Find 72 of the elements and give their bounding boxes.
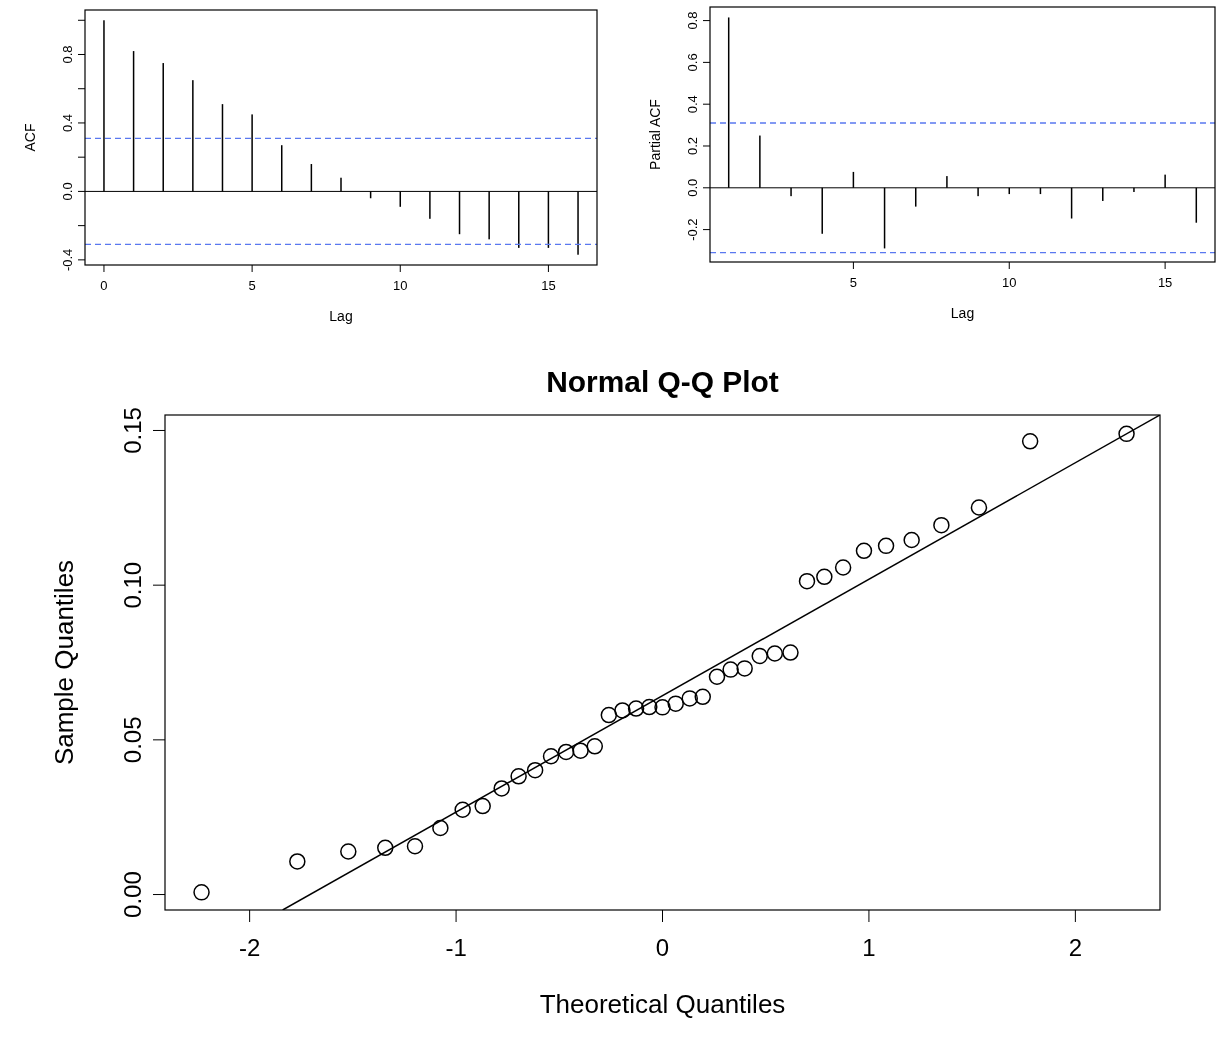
x-tick-label: 5 [248, 278, 256, 294]
point [816, 568, 833, 586]
y-tick-label: -0.2 [684, 218, 700, 241]
x-tick-label: -1 [445, 933, 467, 961]
x-tick-label: 10 [1002, 275, 1017, 291]
x-axis-title: Lag [950, 305, 975, 321]
point [855, 542, 873, 560]
x-tick-label: 15 [541, 278, 556, 294]
point [1021, 433, 1039, 450]
point [474, 797, 491, 815]
x-tick-label: 15 [1157, 275, 1173, 291]
point [526, 761, 544, 779]
point [193, 884, 210, 901]
point [933, 516, 950, 534]
point [340, 843, 357, 860]
y-axis-title: Partial ACF [647, 99, 664, 170]
y-tick-label: 0.10 [119, 561, 146, 609]
y-tick-label: 0.6 [684, 53, 700, 72]
point [877, 537, 895, 555]
point [903, 531, 920, 549]
x-tick-label: 10 [393, 278, 408, 294]
x-axis-title: Theoretical Quantiles [539, 988, 786, 1019]
point [708, 668, 726, 685]
point [510, 768, 527, 785]
point [614, 702, 631, 719]
point [432, 819, 449, 837]
point [542, 747, 560, 765]
point [751, 647, 768, 665]
point [736, 660, 753, 677]
point [627, 700, 645, 717]
point [667, 695, 684, 712]
x-tick-label: 1 [862, 933, 876, 961]
point [798, 572, 816, 590]
point [406, 838, 424, 855]
point [289, 853, 306, 870]
point [722, 661, 739, 678]
point [641, 698, 658, 716]
point [694, 688, 711, 706]
y-tick-label: 0.8 [59, 45, 75, 64]
y-tick-label: 0.0 [59, 182, 75, 201]
point [782, 644, 799, 661]
point [557, 743, 575, 761]
point [377, 839, 394, 857]
x-tick-label: 0 [100, 278, 108, 294]
y-axis-title: ACF [22, 123, 39, 152]
y-tick-label: 0.0 [684, 178, 700, 197]
x-axis-title: Lag [329, 308, 353, 324]
x-tick-label: 2 [1068, 933, 1083, 961]
x-tick-label: -2 [238, 933, 261, 961]
y-tick-label: 0.4 [684, 95, 700, 114]
point [572, 742, 589, 759]
point [1118, 425, 1135, 443]
chart-title: Normal Q-Q Plot [546, 364, 779, 398]
y-tick-label: 0.8 [684, 11, 700, 30]
y-tick-label: 0.2 [684, 136, 700, 156]
point [586, 738, 604, 755]
x-tick-label: 0 [655, 933, 670, 961]
x-tick-label: 5 [849, 275, 858, 291]
point [654, 699, 671, 716]
y-tick-label: 0.00 [119, 871, 146, 918]
point [454, 801, 471, 819]
point [970, 499, 988, 516]
y-tick-label: 0.4 [59, 113, 75, 132]
point [600, 706, 618, 724]
y-axis-title: Sample Quantiles [49, 559, 80, 766]
y-tick-label: 0.15 [119, 407, 146, 454]
point [681, 690, 698, 707]
y-tick-label: 0.05 [119, 716, 146, 764]
point [493, 780, 510, 797]
point [834, 559, 852, 576]
point [766, 645, 784, 662]
y-tick-label: -0.4 [59, 248, 75, 272]
